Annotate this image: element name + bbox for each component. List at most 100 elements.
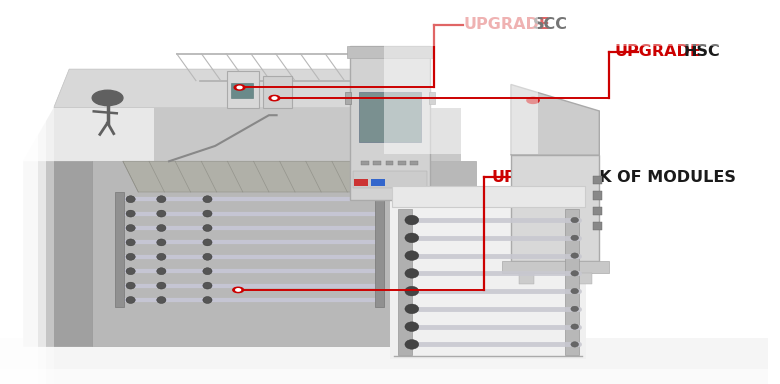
Bar xyxy=(593,176,602,184)
Ellipse shape xyxy=(405,304,419,314)
Bar xyxy=(398,161,406,165)
Bar xyxy=(374,161,381,165)
Bar xyxy=(593,207,602,215)
Polygon shape xyxy=(123,161,399,192)
Ellipse shape xyxy=(126,225,135,232)
Ellipse shape xyxy=(203,239,212,246)
Polygon shape xyxy=(54,69,423,108)
Ellipse shape xyxy=(126,210,135,217)
Ellipse shape xyxy=(571,324,579,329)
Ellipse shape xyxy=(405,322,419,331)
Circle shape xyxy=(269,95,280,101)
Ellipse shape xyxy=(405,251,419,260)
Polygon shape xyxy=(23,108,461,161)
Text: BANK OF MODULES: BANK OF MODULES xyxy=(561,170,736,185)
Bar xyxy=(371,179,385,186)
Circle shape xyxy=(526,97,539,103)
Circle shape xyxy=(232,287,243,293)
Bar xyxy=(361,161,369,165)
Bar xyxy=(398,209,412,355)
Ellipse shape xyxy=(571,306,579,311)
Ellipse shape xyxy=(405,215,419,225)
Text: UPGRADE: UPGRADE xyxy=(463,17,550,33)
Polygon shape xyxy=(23,161,92,346)
Text: 3000: 3000 xyxy=(450,194,470,200)
Bar xyxy=(0,0,768,46)
Text: PLUS: PLUS xyxy=(472,194,488,199)
Ellipse shape xyxy=(571,288,579,294)
Bar xyxy=(346,46,434,58)
Ellipse shape xyxy=(126,253,135,260)
Ellipse shape xyxy=(126,239,135,246)
Ellipse shape xyxy=(126,282,135,289)
Bar xyxy=(115,192,125,307)
Ellipse shape xyxy=(126,196,135,203)
Ellipse shape xyxy=(203,210,212,217)
Ellipse shape xyxy=(203,268,212,275)
Bar xyxy=(593,222,602,230)
Ellipse shape xyxy=(157,296,166,303)
Polygon shape xyxy=(0,0,46,384)
Bar xyxy=(519,273,534,284)
Text: UPGRADE: UPGRADE xyxy=(491,170,579,185)
Ellipse shape xyxy=(157,225,166,232)
Ellipse shape xyxy=(157,239,166,246)
Ellipse shape xyxy=(157,196,166,203)
Ellipse shape xyxy=(203,253,212,260)
Ellipse shape xyxy=(157,210,166,217)
Bar xyxy=(375,192,385,307)
Circle shape xyxy=(236,289,240,291)
Ellipse shape xyxy=(405,233,419,243)
Bar xyxy=(263,76,292,108)
Ellipse shape xyxy=(203,282,212,289)
Ellipse shape xyxy=(203,225,212,232)
Bar xyxy=(0,0,38,384)
Text: TROJAN: TROJAN xyxy=(404,194,434,200)
Ellipse shape xyxy=(571,235,579,240)
Bar xyxy=(511,155,599,261)
Bar xyxy=(354,179,368,186)
Text: UPGRADE: UPGRADE xyxy=(615,44,701,60)
Bar xyxy=(345,92,351,104)
Bar xyxy=(390,186,587,359)
Ellipse shape xyxy=(157,282,166,289)
Polygon shape xyxy=(8,0,54,384)
Ellipse shape xyxy=(571,253,579,258)
Circle shape xyxy=(234,85,245,90)
Bar xyxy=(429,92,435,104)
Ellipse shape xyxy=(126,268,135,275)
Polygon shape xyxy=(92,161,477,346)
Polygon shape xyxy=(154,108,461,161)
Bar xyxy=(576,273,591,284)
Bar xyxy=(359,92,421,142)
Polygon shape xyxy=(511,84,599,155)
Bar xyxy=(353,171,427,188)
Ellipse shape xyxy=(571,342,579,347)
Ellipse shape xyxy=(405,339,419,349)
Bar xyxy=(232,83,253,98)
Bar xyxy=(502,261,608,273)
Ellipse shape xyxy=(157,253,166,260)
Text: HSC: HSC xyxy=(684,44,721,60)
Circle shape xyxy=(92,90,123,106)
Text: SCC: SCC xyxy=(533,17,568,33)
Bar xyxy=(593,191,602,200)
Circle shape xyxy=(272,97,277,99)
Polygon shape xyxy=(0,338,768,384)
Bar xyxy=(0,369,768,384)
Text: UV: UV xyxy=(439,194,451,200)
Polygon shape xyxy=(385,0,538,154)
Ellipse shape xyxy=(203,296,212,303)
Bar xyxy=(565,209,579,355)
Ellipse shape xyxy=(571,271,579,276)
Ellipse shape xyxy=(571,217,579,223)
Bar xyxy=(410,161,418,165)
Bar xyxy=(349,46,431,200)
Circle shape xyxy=(237,86,242,89)
Ellipse shape xyxy=(203,196,212,203)
Bar xyxy=(385,161,393,165)
Ellipse shape xyxy=(157,268,166,275)
Bar xyxy=(392,186,585,207)
Ellipse shape xyxy=(405,268,419,278)
Ellipse shape xyxy=(405,286,419,296)
